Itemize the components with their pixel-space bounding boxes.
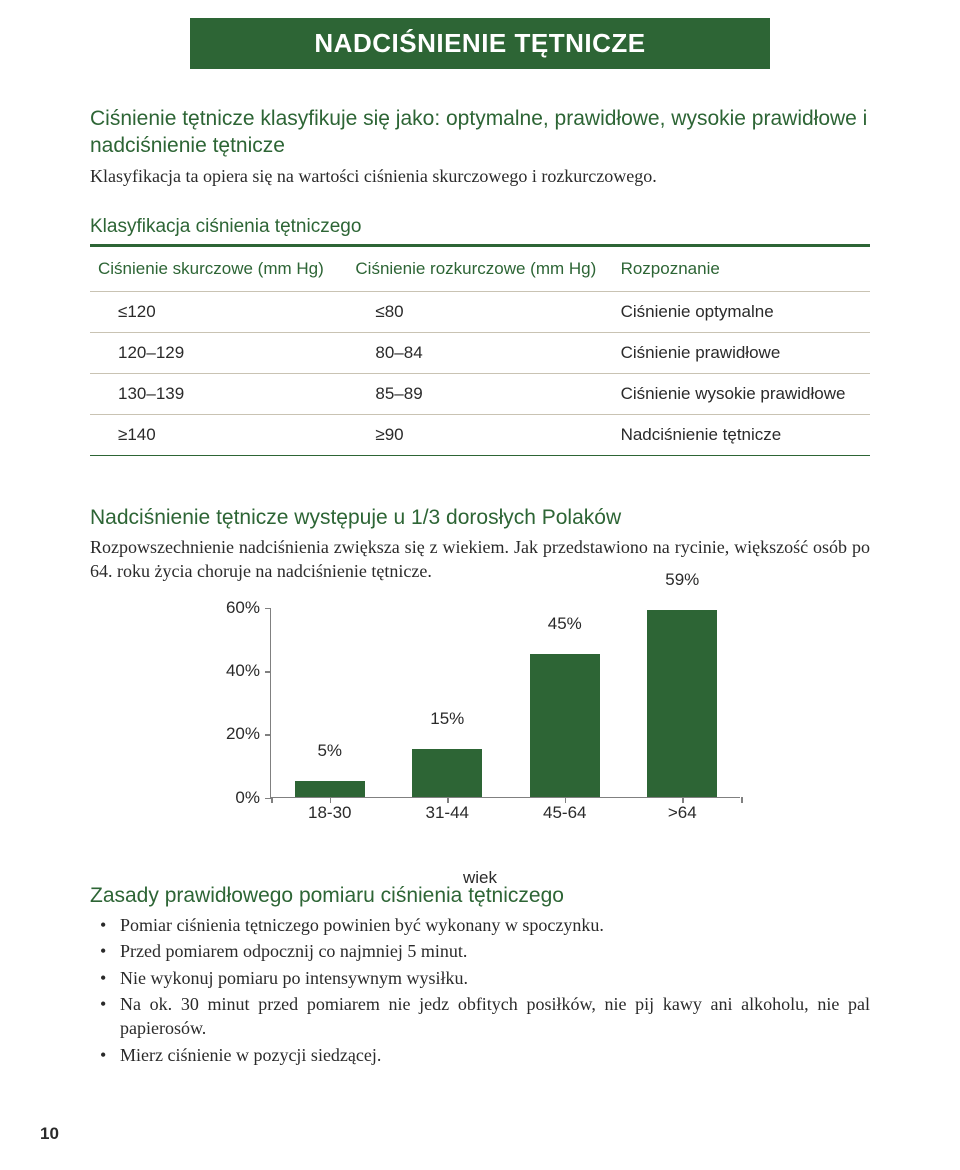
chart-bar-label: 59% <box>647 570 717 590</box>
page-banner-title: NADCIŚNIENIE TĘTNICZE <box>314 28 645 58</box>
chart-x-tick <box>565 797 567 803</box>
chart-y-label: 0% <box>200 788 260 808</box>
table-row: 130–139 85–89 Ciśnienie wysokie prawidło… <box>90 373 870 414</box>
chart-bar <box>647 610 717 797</box>
chart-x-label: 45-64 <box>520 803 610 823</box>
chart-x-tick <box>682 797 684 803</box>
table-cell: 130–139 <box>90 373 347 414</box>
table-cell: Ciśnienie wysokie prawidłowe <box>613 373 870 414</box>
intro-text: Klasyfikacja ta opiera się na wartości c… <box>90 164 870 188</box>
content-area: Ciśnienie tętnicze klasyfikuje się jako:… <box>0 105 960 1067</box>
table-cell: Nadciśnienie tętnicze <box>613 414 870 455</box>
section2-heading: Nadciśnienie tętnicze występuje u 1/3 do… <box>90 504 870 531</box>
prevalence-bar-chart: 5%18-3015%31-4445%45-6459%>64 wiek 0%20%… <box>200 608 760 838</box>
table-row: ≥140 ≥90 Nadciśnienie tętnicze <box>90 414 870 455</box>
measurement-rules-list: Pomiar ciśnienia tętniczego powinien być… <box>90 913 870 1067</box>
chart-y-label: 40% <box>200 661 260 681</box>
table-row: ≤120 ≤80 Ciśnienie optymalne <box>90 291 870 332</box>
table-cell: 80–84 <box>347 332 612 373</box>
table-title: Klasyfikacja ciśnienia tętniczego <box>90 216 870 244</box>
table-body: ≤120 ≤80 Ciśnienie optymalne 120–129 80–… <box>90 291 870 455</box>
classification-table: Ciśnienie skurczowe (mm Hg) Ciśnienie ro… <box>90 247 870 455</box>
page: NADCIŚNIENIE TĘTNICZE Ciśnienie tętnicze… <box>0 18 960 1170</box>
chart-x-label: >64 <box>637 803 727 823</box>
table-cell: Ciśnienie prawidłowe <box>613 332 870 373</box>
chart-x-tick <box>447 797 449 803</box>
section2-text: Rozpowszechnienie nadciśnienia zwiększa … <box>90 535 870 584</box>
chart-y-tick <box>265 608 271 610</box>
table-header-row: Ciśnienie skurczowe (mm Hg) Ciśnienie ro… <box>90 247 870 292</box>
classification-table-wrap: Klasyfikacja ciśnienia tętniczego Ciśnie… <box>90 216 870 456</box>
chart-bar-label: 45% <box>530 614 600 634</box>
chart-x-tick <box>741 797 743 803</box>
list-item: Pomiar ciśnienia tętniczego powinien być… <box>100 913 870 937</box>
table-col-header: Ciśnienie rozkurczowe (mm Hg) <box>347 247 612 292</box>
chart-bar <box>530 654 600 797</box>
table-col-header: Rozpoznanie <box>613 247 870 292</box>
table-rule-bottom <box>90 455 870 456</box>
page-number: 10 <box>40 1124 59 1144</box>
chart-x-title: wiek <box>200 868 760 888</box>
chart-x-tick <box>330 797 332 803</box>
chart-y-label: 20% <box>200 724 260 744</box>
chart-y-label: 60% <box>200 598 260 618</box>
chart-bar-label: 15% <box>412 709 482 729</box>
intro-heading: Ciśnienie tętnicze klasyfikuje się jako:… <box>90 105 870 160</box>
list-item: Przed pomiarem odpocznij co najmniej 5 m… <box>100 939 870 963</box>
chart-y-tick <box>265 671 271 673</box>
table-cell: ≤120 <box>90 291 347 332</box>
list-item: Na ok. 30 minut przed pomiarem nie jedz … <box>100 992 870 1041</box>
chart-bar <box>412 749 482 797</box>
list-item: Nie wykonuj pomiaru po intensywnym wysił… <box>100 966 870 990</box>
table-cell: ≤80 <box>347 291 612 332</box>
table-cell: ≥90 <box>347 414 612 455</box>
chart-x-label: 31-44 <box>402 803 492 823</box>
table-row: 120–129 80–84 Ciśnienie prawidłowe <box>90 332 870 373</box>
table-cell: 120–129 <box>90 332 347 373</box>
page-banner: NADCIŚNIENIE TĘTNICZE <box>190 18 770 69</box>
table-cell: 85–89 <box>347 373 612 414</box>
chart-x-tick <box>271 797 273 803</box>
table-col-header: Ciśnienie skurczowe (mm Hg) <box>90 247 347 292</box>
table-cell: Ciśnienie optymalne <box>613 291 870 332</box>
chart-x-label: 18-30 <box>285 803 375 823</box>
chart-bar-label: 5% <box>295 741 365 761</box>
chart-bar <box>295 781 365 797</box>
chart-plot-area: 5%18-3015%31-4445%45-6459%>64 <box>270 608 740 798</box>
table-cell: ≥140 <box>90 414 347 455</box>
list-item: Mierz ciśnienie w pozycji siedzącej. <box>100 1043 870 1067</box>
chart-y-tick <box>265 734 271 736</box>
